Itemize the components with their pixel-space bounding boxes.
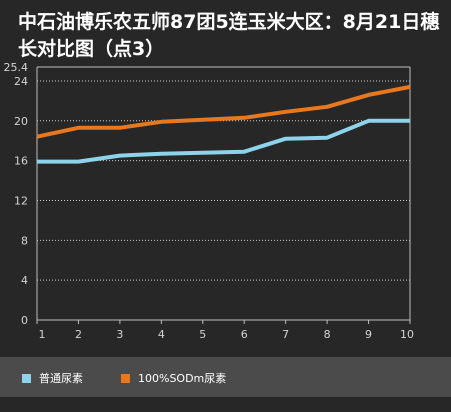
chart-title: 中石油博乐农五师87团5连玉米大区：8月21日穗长对比图（点3）: [18, 11, 440, 60]
legend-swatch: [22, 373, 31, 383]
x-tick-label: 9: [365, 328, 372, 341]
legend: 普通尿素 100%SODm尿素: [0, 357, 451, 397]
legend-label: 100%SODm尿素: [138, 372, 227, 385]
series-line-1: [37, 118, 410, 164]
x-tick-label: 8: [324, 328, 331, 341]
x-tick-label: 5: [199, 328, 206, 341]
y-tick-label: 0: [21, 314, 28, 327]
legend-item-series-2: 100%SODm尿素: [121, 370, 226, 386]
x-tick-label: 1: [39, 328, 46, 341]
legend-item-series-1: 普通尿素: [22, 370, 83, 386]
series-layer: [36, 84, 411, 164]
axis-layer: [36, 66, 411, 324]
x-tick-label: 7: [282, 328, 289, 341]
grid-layer: [37, 80, 410, 281]
y-tick-label: 8: [21, 234, 28, 247]
x-tick-label: 10: [400, 328, 414, 341]
bottom-strip: [0, 397, 451, 412]
y-tick-label: 24: [14, 75, 28, 88]
legend-label: 普通尿素: [39, 372, 83, 385]
legend-swatch: [121, 373, 130, 383]
x-tick-label: 2: [75, 328, 82, 341]
y-tick-label: 16: [14, 155, 28, 168]
y-tick-label: 12: [14, 194, 28, 207]
y-tick-label: 25.4: [4, 61, 29, 74]
y-tick-label: 4: [21, 274, 28, 287]
x-tick-label: 4: [158, 328, 165, 341]
x-tick-label: 3: [116, 328, 123, 341]
series-line-2: [36, 84, 411, 139]
y-tick-label: 20: [14, 115, 28, 128]
x-tick-label: 6: [241, 328, 248, 341]
